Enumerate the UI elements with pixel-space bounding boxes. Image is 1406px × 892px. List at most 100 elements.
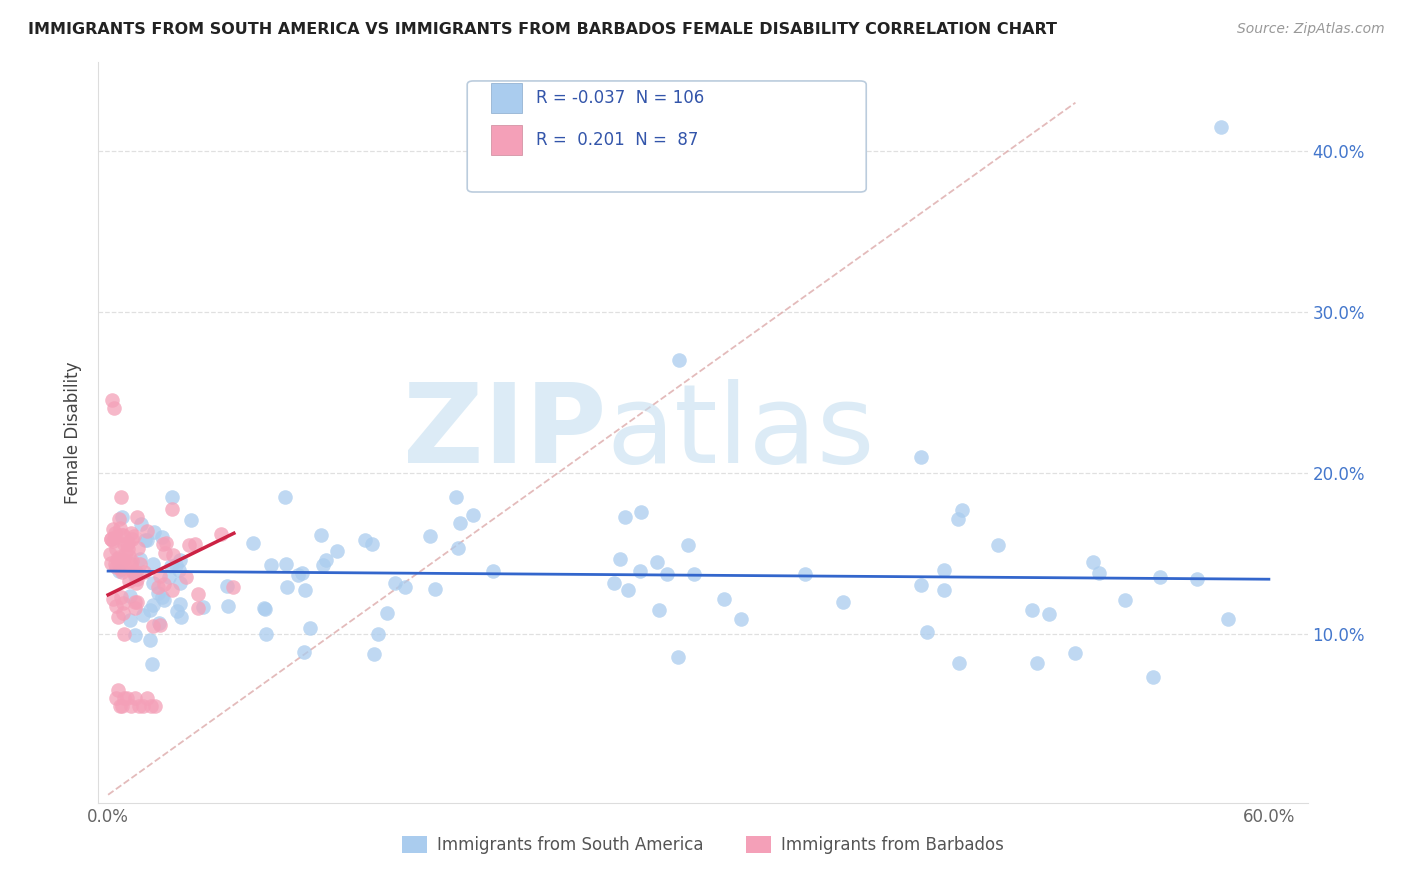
Point (291, 566, 314, 581)
Point (1081, 555, 1104, 569)
Point (142, 557, 165, 571)
Point (104, 530, 127, 544)
Point (648, 603, 671, 617)
Point (117, 536, 139, 550)
Point (274, 490, 297, 504)
Point (127, 541, 149, 556)
Point (948, 656, 970, 670)
Point (112, 626, 135, 640)
Point (425, 582, 447, 596)
Point (108, 521, 131, 535)
Point (361, 537, 384, 551)
Point (141, 657, 163, 671)
Point (104, 557, 127, 571)
Point (682, 566, 704, 581)
Point (98, 548, 121, 562)
Point (129, 552, 152, 566)
Point (153, 577, 176, 591)
Point (118, 549, 141, 563)
Point (132, 699, 155, 714)
Point (112, 528, 135, 542)
Point (121, 563, 143, 577)
Point (1021, 603, 1043, 617)
Text: IMMIGRANTS FROM SOUTH AMERICA VS IMMIGRANTS FROM BARBADOS FEMALE DISABILITY CORR: IMMIGRANTS FROM SOUTH AMERICA VS IMMIGRA… (28, 22, 1057, 37)
Point (104, 525, 127, 540)
Point (191, 599, 214, 614)
Point (1216, 612, 1239, 626)
Point (100, 532, 122, 546)
Point (132, 565, 155, 579)
Point (184, 536, 207, 550)
Point (155, 546, 177, 560)
Point (292, 645, 315, 659)
Text: R = -0.037  N = 106: R = -0.037 N = 106 (536, 89, 704, 107)
Point (132, 608, 155, 623)
Point (645, 556, 668, 570)
Point (446, 490, 468, 504)
Point (668, 353, 690, 368)
Point (107, 558, 129, 572)
Point (987, 538, 1010, 552)
Point (101, 592, 124, 607)
Point (149, 618, 172, 632)
Point (162, 548, 184, 562)
Point (111, 699, 134, 714)
Point (150, 591, 173, 605)
Point (104, 599, 127, 613)
Point (105, 542, 128, 557)
Point (377, 606, 399, 620)
Point (832, 594, 855, 608)
Point (125, 572, 148, 586)
Point (110, 590, 132, 604)
Text: atlas: atlas (606, 379, 875, 486)
Point (260, 558, 283, 572)
Point (170, 609, 193, 624)
Point (112, 537, 135, 551)
Point (124, 568, 146, 582)
Text: ZIP: ZIP (404, 379, 606, 486)
Point (217, 578, 239, 592)
Point (609, 552, 631, 566)
Point (146, 586, 169, 600)
Point (934, 582, 956, 597)
Point (950, 503, 973, 517)
Point (122, 565, 145, 579)
Point (152, 537, 174, 551)
Point (118, 589, 141, 603)
Point (915, 624, 938, 639)
Point (169, 598, 191, 612)
Point (142, 575, 165, 590)
Point (678, 538, 700, 552)
Point (111, 606, 134, 620)
Point (1114, 592, 1136, 607)
Point (104, 691, 127, 706)
Point (463, 508, 485, 523)
Point (363, 648, 385, 662)
Point (1149, 570, 1171, 584)
Text: Source: ZipAtlas.com: Source: ZipAtlas.com (1237, 22, 1385, 37)
Point (125, 595, 148, 609)
Point (384, 575, 406, 590)
Point (446, 541, 468, 555)
Point (124, 691, 146, 706)
Point (1038, 607, 1060, 621)
Point (125, 566, 148, 580)
Point (128, 699, 150, 714)
Point (1142, 670, 1164, 684)
Point (110, 562, 132, 576)
Point (117, 691, 139, 706)
Point (315, 553, 337, 567)
Point (162, 502, 184, 516)
Point (107, 610, 129, 624)
Point (180, 513, 202, 527)
Legend: Immigrants from South America, Immigrants from Barbados: Immigrants from South America, Immigrant… (396, 830, 1010, 861)
Point (299, 621, 322, 635)
Point (100, 556, 122, 570)
Point (118, 574, 141, 588)
Point (146, 580, 169, 594)
Point (124, 601, 146, 615)
Point (107, 549, 129, 564)
Point (101, 534, 124, 549)
Point (111, 510, 134, 524)
Point (150, 530, 173, 544)
